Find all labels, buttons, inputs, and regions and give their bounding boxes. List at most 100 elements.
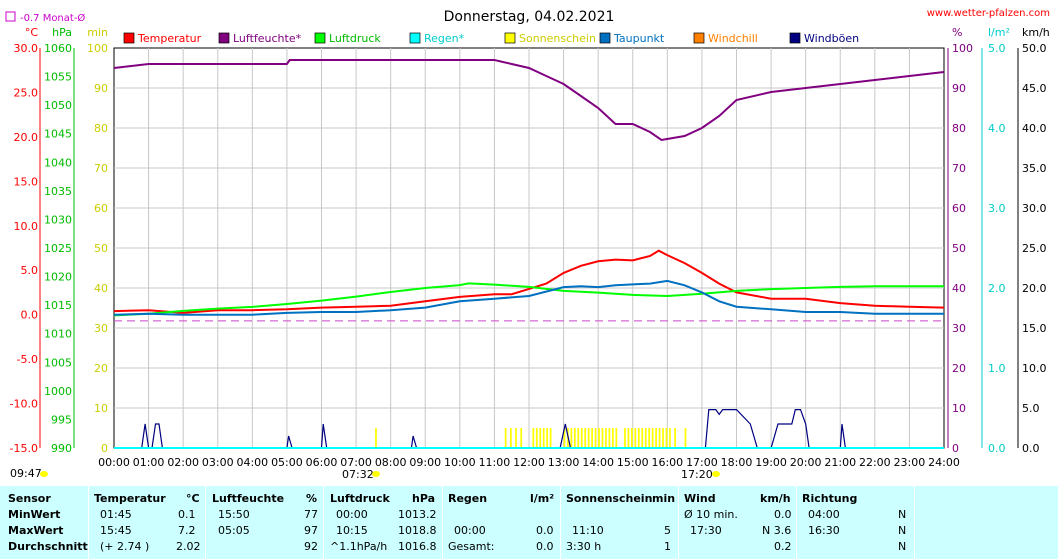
hum-tick-label: 40 [952,282,966,295]
sunshine-bar [535,428,538,448]
row-label-min: MinWert [8,508,61,521]
legend-label: Windböen [804,32,859,45]
hum-tick-label: 80 [952,122,966,135]
sunshine-avg: 1 [664,540,671,553]
sunshine-bar [577,428,580,448]
sun-tick-label: 0 [101,442,108,455]
x-tick-label: 17:00 [686,456,718,469]
axes: 30.0 25.0 20.0 15.0 10.0 5.0 0.0 -5.0 -10.0 -15.0… [10,26,1050,469]
temperature-avg: 2.02 [176,540,201,553]
x-tick-label: 13:00 [548,456,580,469]
legend-label: Temperatur [137,32,202,45]
stats-rain-column: Regen l/m² 00:00 0.0 Gesamt: 0.0 [448,486,558,559]
sunshine-bar [504,428,507,448]
series-line-luftfeuchte [113,59,945,142]
sunshine-bar [570,428,573,448]
stats-pressure-column: Luftdruck hPa 00:00 1013.2 10:15 1018.8 … [330,486,440,559]
statistics-panel: Sensor MinWert MaxWert Durchschnitt Temp… [0,486,1058,559]
sunshine-bar [662,428,664,448]
rain-tick-label: 5.0 [988,42,1006,55]
rain-head: Regen [448,492,488,505]
press-tick-label: 1035 [44,185,72,198]
sunshine-bar [608,428,611,448]
sunshine-bar [612,428,614,448]
x-tick-label: 14:00 [582,456,614,469]
stats-direction-column: Richtung 04:00 N 16:30 N N [802,486,912,559]
rain-total: 0.0 [536,540,554,553]
wind-max-time: 17:30 [690,524,722,537]
x-tick-label: 15:00 [617,456,649,469]
temp-tick-label: -10.0 [10,398,38,411]
press-tick-label: 1055 [44,71,72,84]
sunshine-bars [375,428,687,448]
stats-humidity-column: Luftfeuchte % 15:50 77 05:05 97 92 [212,486,320,559]
sun-tick-label: 70 [94,162,108,175]
sunshine-bar [584,428,587,448]
humidity-max: 97 [304,524,318,537]
sunshine-bar [631,428,633,448]
row-label-sensor: Sensor [8,492,51,505]
hum-tick-label: 0 [952,442,959,455]
sunshine-bar [580,428,583,448]
sunshine-bar [651,428,654,448]
humidity-avg: 92 [304,540,318,553]
stats-labels-column: Sensor MinWert MaxWert Durchschnitt [8,486,88,559]
legend-swatch [599,32,611,44]
sunshine-bar [648,428,651,448]
sunshine-bar [532,428,535,448]
rain-unit-label: l/m² [988,26,1010,39]
sun-tick-label: 30 [94,322,108,335]
wind-avg: 0.2 [774,540,792,553]
sunset-time: 17:20 [681,468,713,481]
sunshine-bar [658,428,661,448]
temp-tick-label: -5.0 [17,353,38,366]
sun-tick-label: 20 [94,362,108,375]
sun-tick-label: 10 [94,402,108,415]
x-tick-label: 01:00 [133,456,165,469]
direction-avg: N [898,540,907,553]
wind-min-label: Ø 10 min. [684,508,738,521]
temp-tick-label: 5.0 [21,264,39,277]
sunshine-head: Sonnenschein [566,492,653,505]
sunshine-bar [665,428,668,448]
legend-swatch [314,32,326,44]
sun-tick-label: 40 [94,282,108,295]
temp-tick-label: 20.0 [14,131,39,144]
wind-tick-label: 20.0 [1022,282,1047,295]
legend-label: Regen* [424,32,465,45]
rain-tick-label: 2.0 [988,282,1006,295]
humidity-max-time: 05:05 [218,524,250,537]
temperature-min-time: 01:45 [100,508,132,521]
temperature-max: 7.2 [178,524,196,537]
sunshine-bar [520,428,523,448]
press-tick-label: 995 [51,413,72,426]
hum-tick-label: 90 [952,82,966,95]
rain-max-time: 00:00 [454,524,486,537]
x-tick-label: 08:00 [375,456,407,469]
direction-min: N [898,508,907,521]
sunshine-unit: min [652,492,676,505]
humidity-min-time: 15:50 [218,508,250,521]
sunshine-max-time: 11:10 [572,524,604,537]
x-tick-label: 05:00 [271,456,303,469]
press-tick-label: 1010 [44,328,72,341]
sunshine-total: 3:30 h [566,540,602,553]
sunshine-bar [509,428,512,448]
sunshine-bar [634,428,637,448]
sunshine-bar [594,428,597,448]
rain-tick-label: 3.0 [988,202,1006,215]
row-label-max: MaxWert [8,524,64,537]
wind-tick-label: 5.0 [1022,402,1040,415]
hum-tick-label: 20 [952,362,966,375]
x-tick-label: 23:00 [894,456,926,469]
sunrise-icon [372,471,380,477]
sunshine-bar [563,428,566,448]
pressure-min: 1013.2 [398,508,437,521]
sunshine-max: 5 [664,524,671,537]
wind-tick-label: 50.0 [1022,42,1047,55]
direction-head: Richtung [802,492,858,505]
sunshine-bar [674,428,676,448]
press-tick-label: 990 [51,442,72,455]
chart-title: Donnerstag, 04.02.2021 [444,9,615,25]
pressure-max: 1018.8 [398,524,437,537]
